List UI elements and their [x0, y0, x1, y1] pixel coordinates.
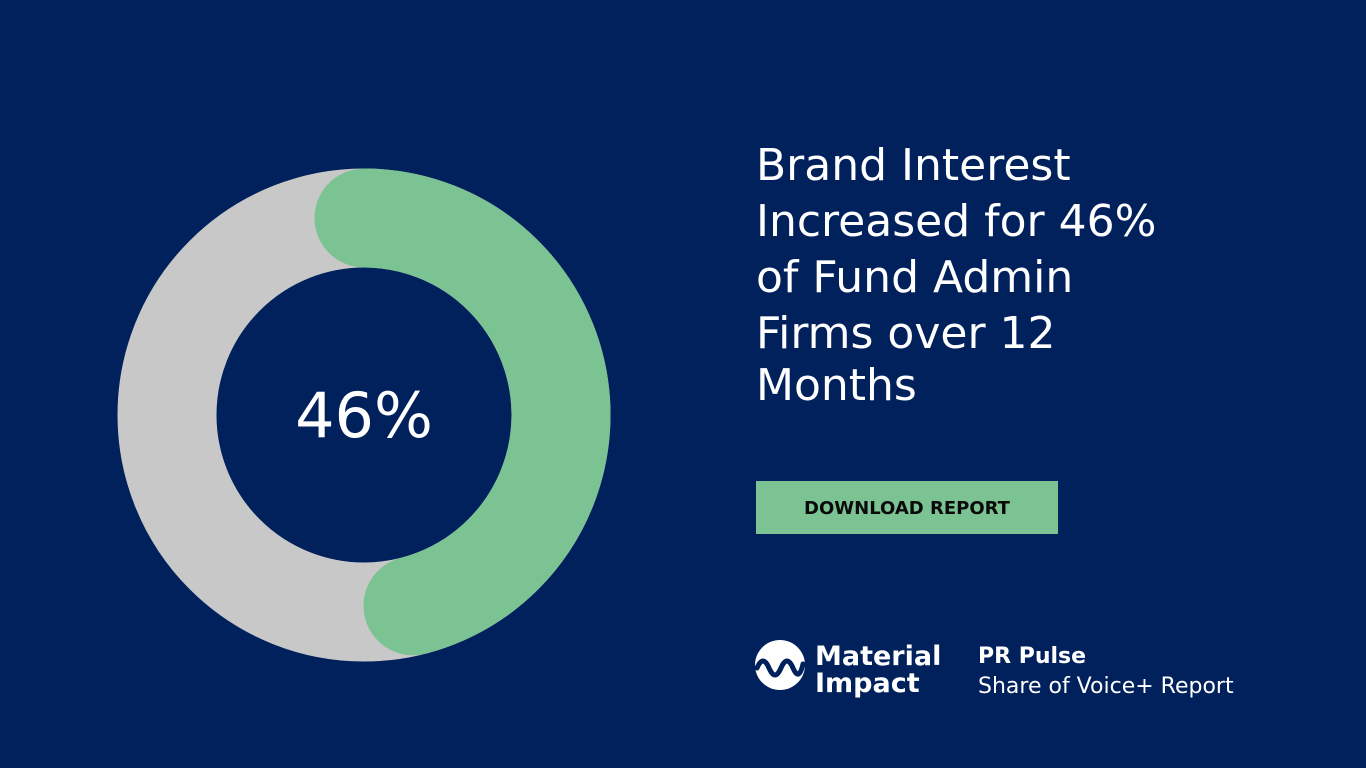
headline-line: Months	[756, 360, 917, 411]
donut-segment	[314, 168, 611, 656]
headline-line: Increased for 46%	[756, 196, 1156, 247]
headline-line: Firms over 12	[756, 308, 1056, 359]
download-button[interactable]: DOWNLOAD REPORT	[756, 481, 1058, 534]
logo-wave	[754, 658, 806, 678]
headline-line: of Fund Admin	[756, 252, 1073, 303]
footer-title: PR Pulse	[978, 644, 1086, 669]
donut-chart: 46%	[117, 168, 611, 662]
center-label: 46%	[295, 379, 433, 452]
headline-line: Brand Interest	[756, 140, 1071, 191]
footer-subtitle: Share of Voice+ Report	[978, 674, 1234, 699]
logo-text: Impact	[815, 668, 920, 699]
button-background[interactable]	[756, 481, 1058, 534]
logo: Material Impact	[754, 640, 941, 699]
headline: Brand Interest Increased for 46% of Fund…	[756, 140, 1156, 411]
logo-text: Material	[815, 641, 941, 672]
button-label[interactable]: DOWNLOAD REPORT	[804, 498, 1011, 519]
